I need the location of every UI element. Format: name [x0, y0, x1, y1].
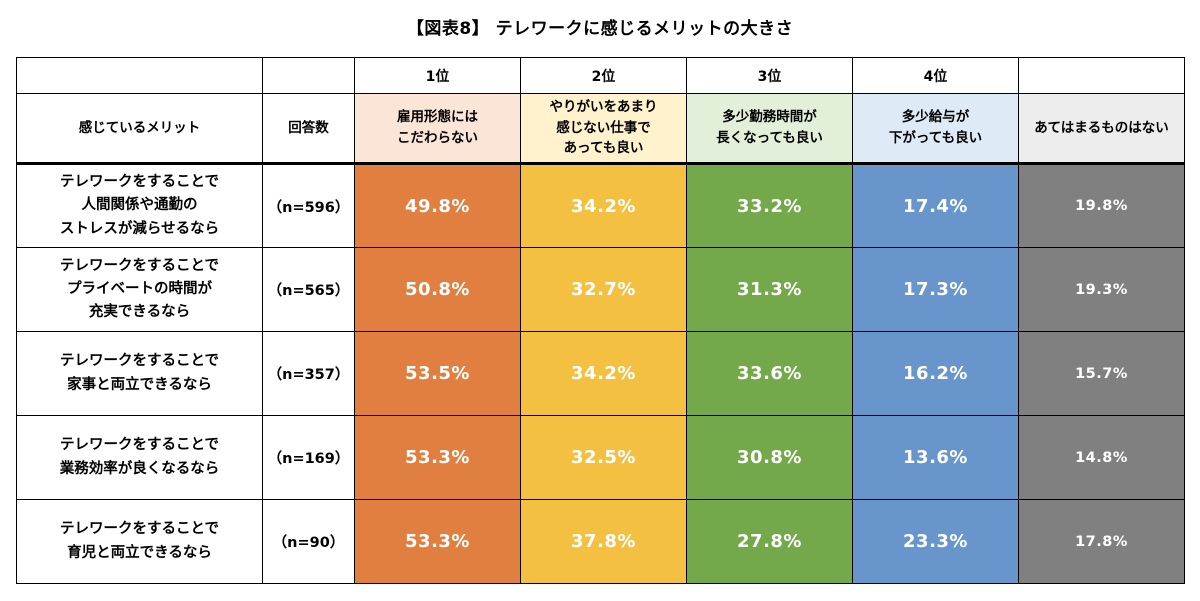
- value-cell-4: 14.8%: [1018, 415, 1185, 500]
- row-label-line: 育児と両立できるなら: [67, 544, 212, 561]
- row-n-count: （n=169）: [262, 415, 355, 500]
- column-header-line: 感じない仕事で: [556, 119, 651, 136]
- row-label-line: ストレスが減らせるなら: [59, 220, 220, 237]
- value-cell-1: 32.7%: [520, 247, 687, 332]
- column-header-line: 多少給与が: [901, 109, 970, 126]
- rank-1: 1位: [354, 57, 521, 94]
- table-row: テレワークをすることで プライベートの時間が 充実できるなら （n=565） 50.8%…: [16, 247, 1185, 332]
- column-header-2: 多少勤務時間が 長くなっても良い: [686, 93, 853, 164]
- rank-3: 3位: [686, 57, 853, 94]
- row-n-count: （n=357）: [262, 331, 355, 416]
- value-cell-2: 33.2%: [686, 163, 853, 248]
- row-label-line: 人間関係や通勤の: [81, 197, 198, 214]
- value-cell-0: 53.3%: [354, 415, 521, 500]
- row-label-line: テレワークをすることで: [59, 174, 220, 191]
- row-n-count: （n=90）: [262, 499, 355, 584]
- row-n-count: （n=596）: [262, 163, 355, 248]
- rank-empty-cell: [16, 57, 263, 94]
- column-header-line: 長くなっても良い: [716, 130, 823, 146]
- row-label: テレワークをすることで プライベートの時間が 充実できるなら: [16, 247, 263, 332]
- value-cell-2: 33.6%: [686, 331, 853, 416]
- value-cell-2: 30.8%: [686, 415, 853, 500]
- column-header-line: やりがいをあまり: [549, 98, 658, 115]
- row-label: テレワークをすることで 人間関係や通勤のストレスが減らせるなら: [16, 163, 263, 248]
- row-label-line: 家事と両立できるなら: [67, 376, 212, 393]
- chart-title: 【図表8】 テレワークに感じるメリットの大きさ: [406, 19, 794, 39]
- column-header-line: あてはまるものはない: [1034, 119, 1169, 136]
- column-header-3: 多少給与が下がっても良い: [852, 93, 1019, 164]
- row-label-header: 感じているメリット: [16, 93, 263, 164]
- row-label: テレワークをすることで 家事と両立できるなら: [16, 331, 263, 416]
- row-n-count: （n=565）: [262, 247, 355, 332]
- value-cell-4: 19.8%: [1018, 163, 1185, 248]
- rank-4: 4位: [852, 57, 1019, 94]
- rank-empty-cell: [1018, 57, 1185, 94]
- value-cell-0: 49.8%: [354, 163, 521, 248]
- row-label: テレワークをすることで 育児と両立できるなら: [16, 499, 263, 584]
- row-label-line: テレワークをすることで: [59, 437, 220, 454]
- table-row: テレワークをすることで 育児と両立できるなら （n=90） 53.3% 37.8% 27.…: [16, 499, 1185, 584]
- value-cell-4: 17.8%: [1018, 499, 1185, 584]
- value-cell-4: 15.7%: [1018, 331, 1185, 416]
- value-cell-1: 34.2%: [520, 331, 687, 416]
- value-cell-0: 53.5%: [354, 331, 521, 416]
- table-row: テレワークをすることで 人間関係や通勤の ストレスが減らせるなら （n=596） 49.…: [16, 163, 1185, 248]
- row-label: テレワークをすることで 業務効率が良くなるなら: [16, 415, 263, 500]
- value-cell-1: 34.2%: [520, 163, 687, 248]
- row-label-line: テレワークをすることで: [59, 353, 220, 370]
- column-header-line: 多少勤務時間が: [722, 109, 817, 126]
- value-cell-1: 37.8%: [520, 499, 687, 584]
- value-cell-0: 50.8%: [354, 247, 521, 332]
- rank-empty-cell: [262, 57, 355, 94]
- row-label-line: テレワークをすることで: [59, 257, 220, 274]
- value-cell-2: 27.8%: [686, 499, 853, 584]
- column-header-line: あっても良い: [563, 140, 644, 157]
- column-header-0: 雇用形態には こだわらない: [354, 93, 521, 164]
- header-row: 感じているメリット 回答数 雇用形態には こだわらない やりがいをあまり 感じない仕事…: [16, 93, 1185, 164]
- value-cell-3: 23.3%: [852, 499, 1019, 584]
- row-label-line: 業務効率が良くなるなら: [59, 460, 220, 477]
- value-cell-4: 19.3%: [1018, 247, 1185, 332]
- column-header-line: 雇用形態には: [397, 109, 478, 126]
- value-cell-3: 17.3%: [852, 247, 1019, 332]
- row-label-line: プライベートの時間が: [67, 280, 212, 297]
- column-header-line: 下がっても良い: [888, 130, 983, 146]
- table-row: テレワークをすることで 家事と両立できるなら （n=357） 53.5% 34.2% 33…: [16, 331, 1185, 416]
- value-cell-3: 16.2%: [852, 331, 1019, 416]
- merit-table: 1位 2位 3位 4位 感じているメリット 回答数 雇用形態には こだわらない やり…: [16, 57, 1185, 584]
- value-cell-3: 13.6%: [852, 415, 1019, 500]
- value-cell-0: 53.3%: [354, 499, 521, 584]
- value-cell-2: 31.3%: [686, 247, 853, 332]
- value-cell-1: 32.5%: [520, 415, 687, 500]
- rank-row: 1位 2位 3位 4位: [16, 57, 1185, 94]
- table-row: テレワークをすることで 業務効率が良くなるなら （n=169） 53.3% 32.5% 3…: [16, 415, 1185, 500]
- column-header-4: あてはまるものはない: [1018, 93, 1185, 164]
- column-header-1: やりがいをあまり 感じない仕事で あっても良い: [520, 93, 687, 164]
- column-header-line: こだわらない: [397, 130, 478, 146]
- row-label-line: テレワークをすることで: [59, 521, 220, 538]
- n-header: 回答数: [262, 93, 355, 164]
- row-label-line: 充実できるなら: [88, 304, 191, 321]
- rank-2: 2位: [520, 57, 687, 94]
- value-cell-3: 17.4%: [852, 163, 1019, 248]
